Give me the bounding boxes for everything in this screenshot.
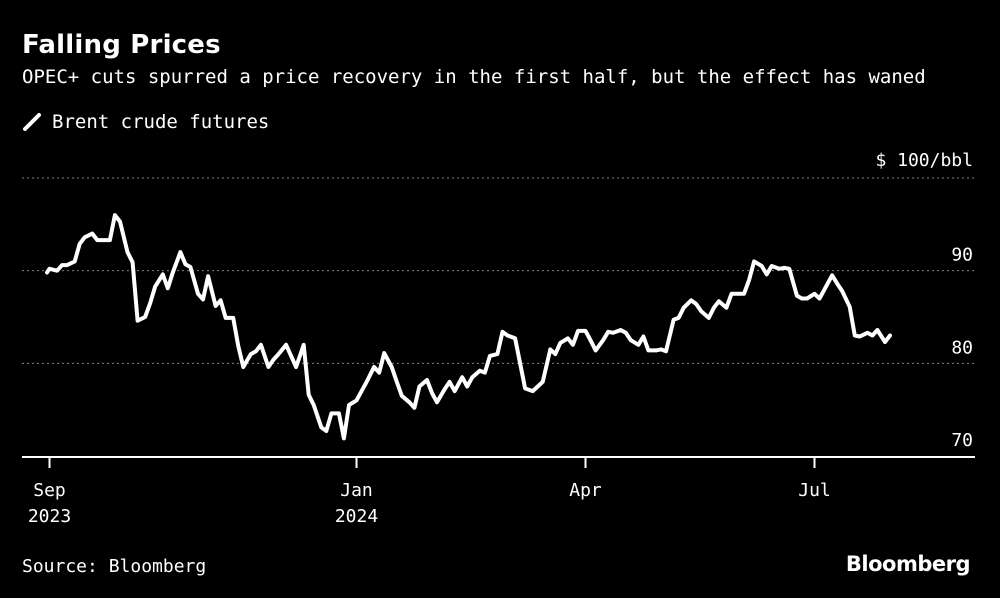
legend-line-icon xyxy=(23,113,41,131)
x-tick-label-jan: Jan xyxy=(340,480,373,501)
chart-title: Falling Prices xyxy=(22,30,221,60)
x-tick-year-2024: 2024 xyxy=(335,506,378,527)
x-tick-label-apr: Apr xyxy=(569,480,602,501)
y-tick-label-90: 90 xyxy=(951,245,973,266)
series-line-brent-crude-futures xyxy=(45,213,892,441)
source-note: Source: Bloomberg xyxy=(22,556,207,577)
legend-label: Brent crude futures xyxy=(52,111,270,133)
x-tick-label-jul: Jul xyxy=(798,480,831,501)
y-tick-label-80: 80 xyxy=(951,337,973,358)
bloomberg-logo: Bloomberg xyxy=(845,552,971,576)
x-tick-year-2023: 2023 xyxy=(28,506,71,527)
y-tick-label-70: 70 xyxy=(951,430,973,451)
chart-subtitle: OPEC+ cuts spurred a price recovery in t… xyxy=(22,66,926,88)
x-tick-label-sep: Sep xyxy=(33,480,66,501)
unit-label: $ 100/bbl xyxy=(875,150,973,171)
legend: Brent crude futures xyxy=(22,111,269,133)
